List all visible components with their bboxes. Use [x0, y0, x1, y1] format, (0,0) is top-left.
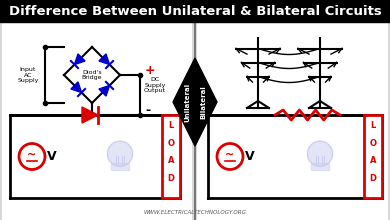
Text: Unilateral: Unilateral: [184, 82, 190, 122]
Polygon shape: [71, 82, 82, 93]
Bar: [0, 0, 390, 22]
Bar: [197, 134, 388, 220]
Polygon shape: [173, 58, 217, 146]
Text: D: D: [167, 174, 174, 183]
Text: V: V: [245, 150, 255, 163]
Text: D: D: [369, 174, 376, 183]
Text: A: A: [168, 156, 174, 165]
Circle shape: [19, 143, 45, 169]
Text: Difference Between Unilateral & Bilateral Circuits: Difference Between Unilateral & Bilatera…: [9, 4, 381, 18]
Text: V: V: [47, 150, 57, 163]
Text: DC
Supply
Output: DC Supply Output: [144, 77, 166, 93]
Text: O: O: [167, 139, 174, 148]
Polygon shape: [99, 54, 110, 64]
Text: O: O: [369, 139, 376, 148]
Text: Diod's
Bridge: Diod's Bridge: [82, 70, 102, 80]
Text: L: L: [370, 121, 376, 130]
Text: A: A: [370, 156, 376, 165]
Text: ~: ~: [225, 150, 235, 160]
Text: +: +: [145, 64, 156, 77]
Text: L: L: [168, 121, 174, 130]
Bar: [2, 22, 192, 134]
Polygon shape: [74, 54, 85, 64]
Text: -: -: [145, 104, 150, 117]
Bar: [197, 22, 388, 134]
Bar: [364, 115, 382, 198]
Text: Bilateral: Bilateral: [200, 85, 206, 119]
Polygon shape: [111, 163, 129, 170]
Circle shape: [217, 143, 243, 169]
Bar: [2, 134, 192, 220]
Text: Input
AC
Supply: Input AC Supply: [17, 67, 39, 83]
Polygon shape: [82, 107, 98, 123]
Polygon shape: [99, 85, 110, 96]
Polygon shape: [311, 163, 329, 170]
Text: ~: ~: [27, 150, 37, 160]
Text: WWW.ELECTRICALTECHNOLOGY.ORG: WWW.ELECTRICALTECHNOLOGY.ORG: [144, 209, 246, 214]
Bar: [162, 115, 180, 198]
Polygon shape: [107, 141, 133, 166]
Polygon shape: [307, 141, 333, 166]
